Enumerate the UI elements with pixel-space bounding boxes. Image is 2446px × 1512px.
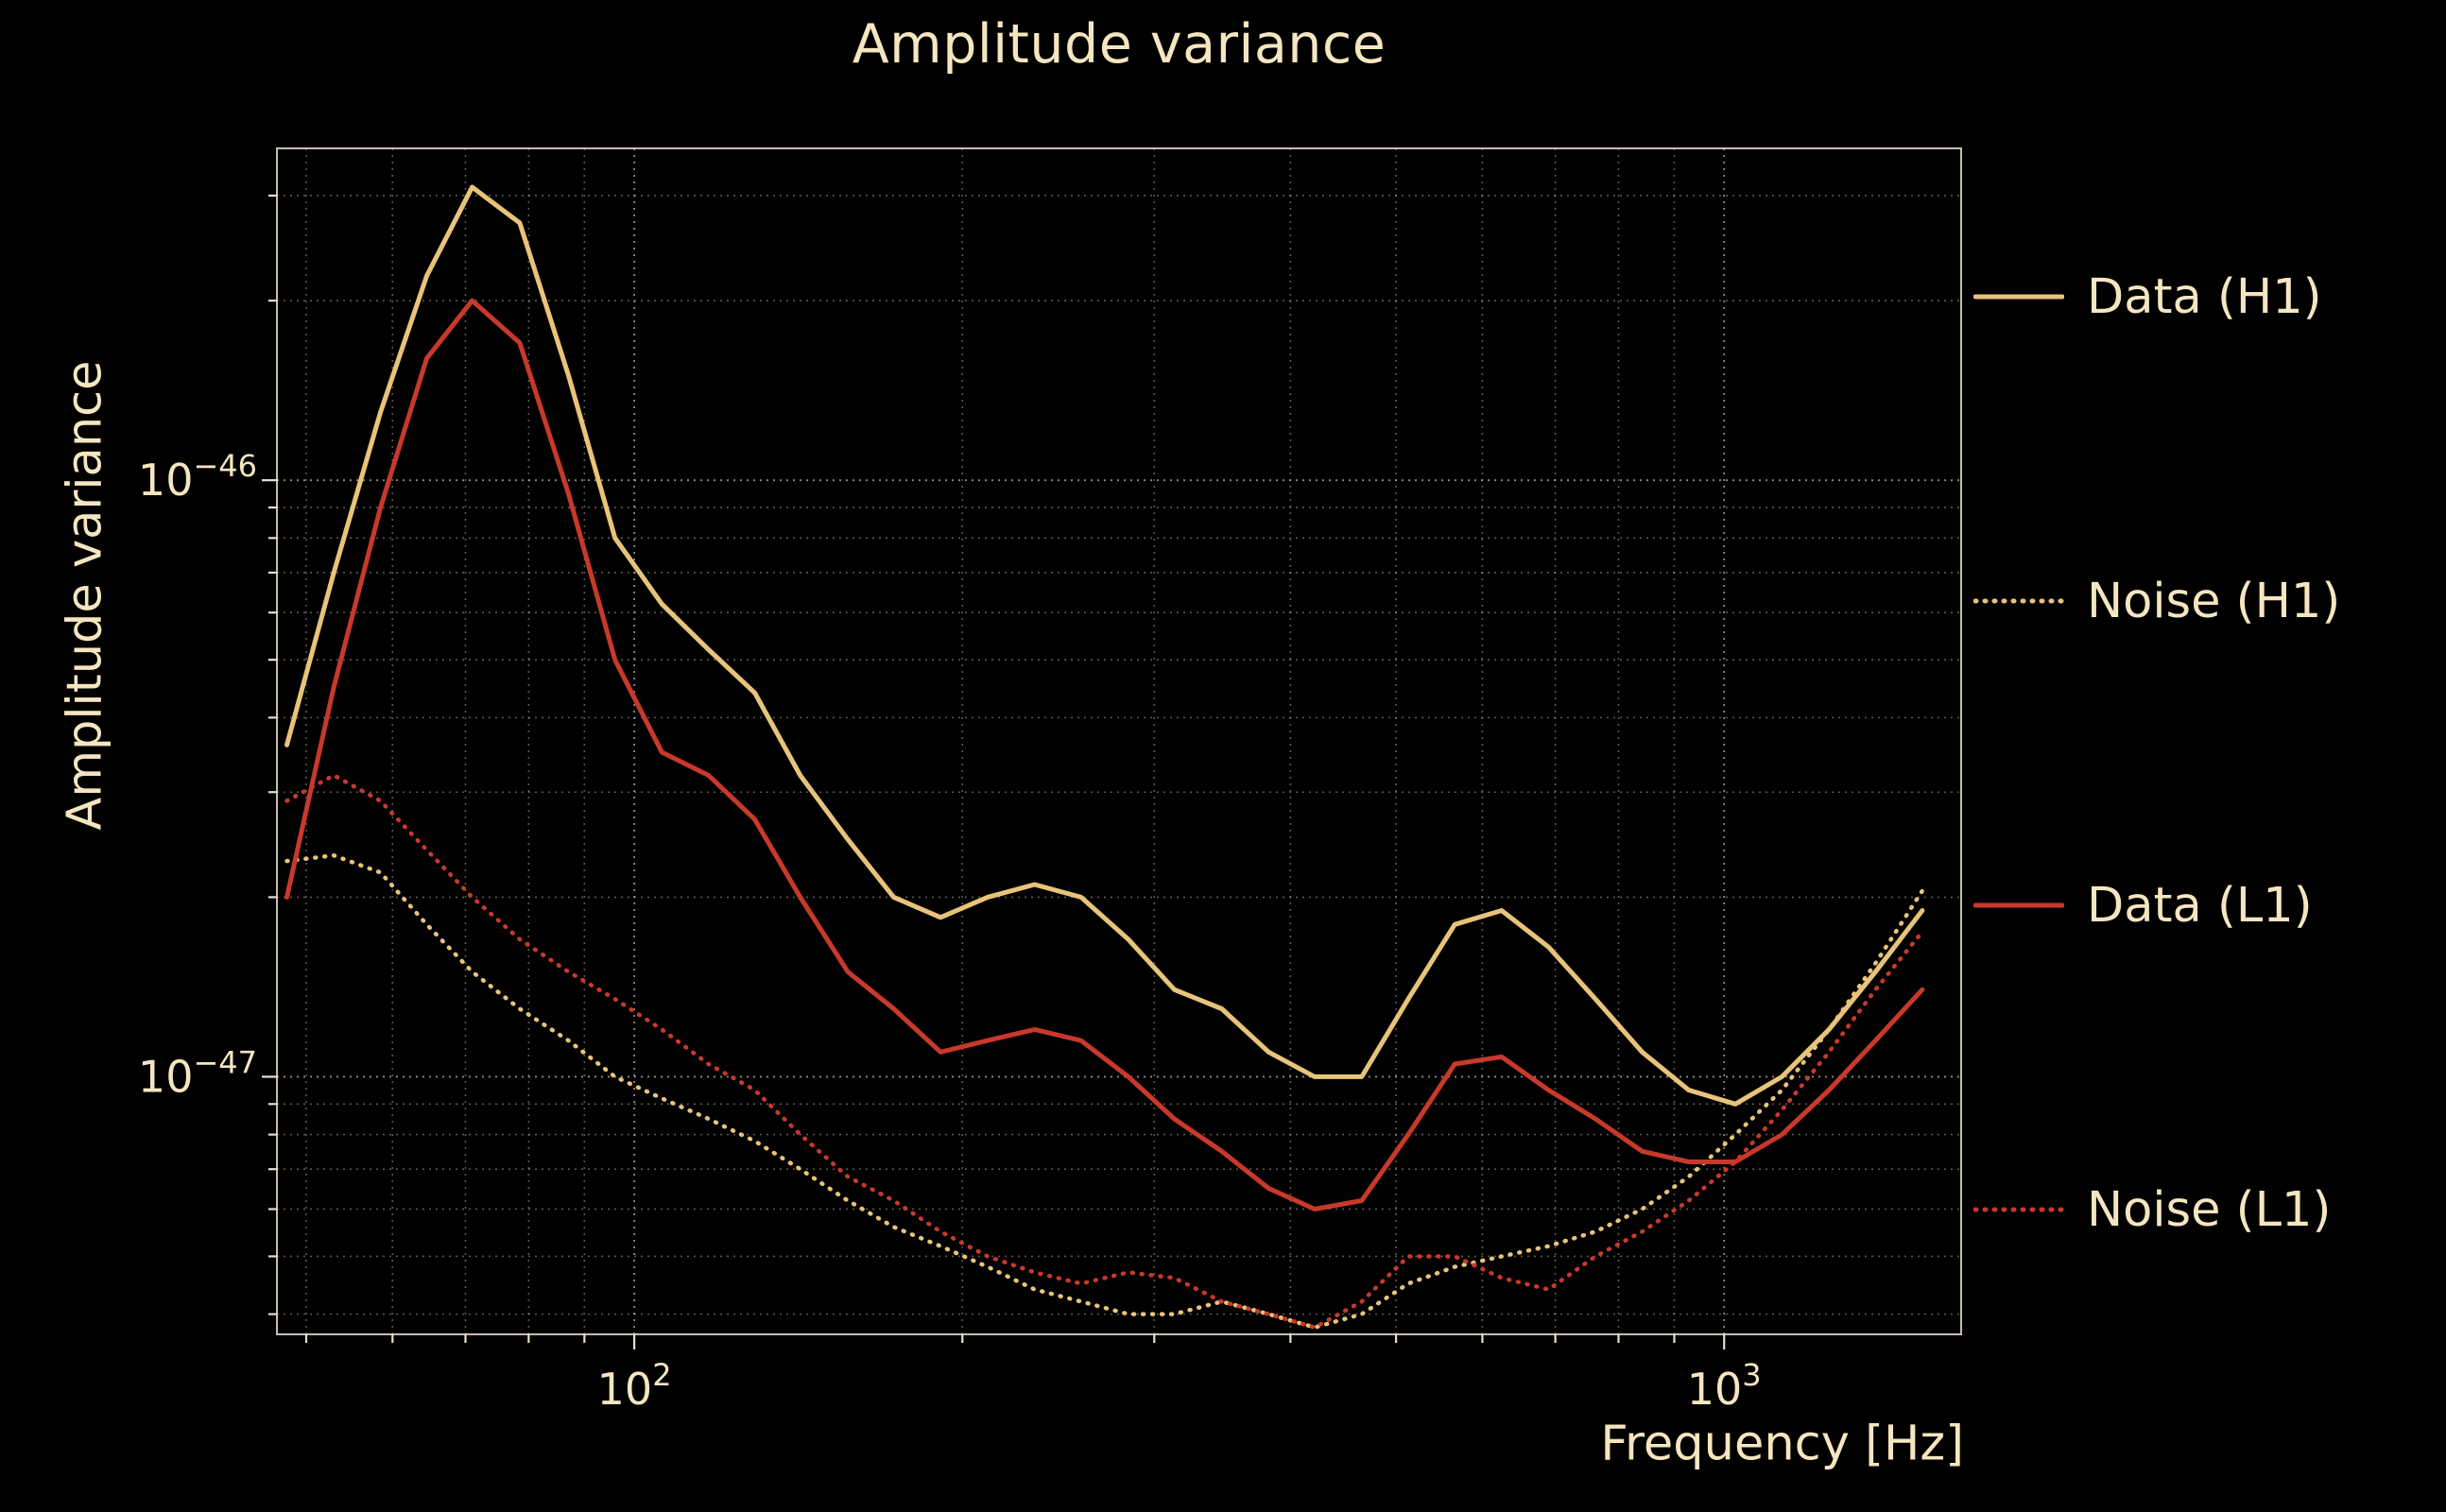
- series-line-noise-h1: [284, 852, 1925, 1330]
- axes-spines: [276, 147, 1962, 1335]
- y-tick-label: 10−47: [138, 1044, 257, 1102]
- legend-line-sample: [1973, 902, 2064, 908]
- x-tick-label: 102: [597, 1357, 672, 1415]
- legend-label: Data (L1): [2087, 877, 2313, 934]
- legend-item-noise-h1: Noise (H1): [1973, 571, 2340, 631]
- x-tick-label: 103: [1687, 1357, 1762, 1415]
- tick-marks: [262, 194, 1726, 1349]
- series-line-noise-l1: [284, 773, 1925, 1330]
- legend-item-data-h1: Data (H1): [1973, 266, 2322, 327]
- chart-title: Amplitude variance: [852, 13, 1387, 76]
- legend-item-noise-l1: Noise (L1): [1973, 1179, 2331, 1240]
- legend-line-sample: [1973, 598, 2064, 604]
- legend-line-sample: [1973, 294, 2064, 300]
- legend-item-data-l1: Data (L1): [1973, 875, 2313, 936]
- legend-line-sample: [1973, 1207, 2064, 1212]
- legend-label: Data (H1): [2087, 268, 2322, 325]
- series-line-data-h1: [284, 184, 1925, 1107]
- y-tick-label: 10−46: [138, 448, 257, 506]
- series-line-data-l1: [284, 298, 1925, 1211]
- series-lines: [284, 184, 1925, 1330]
- gridlines: [277, 148, 1961, 1334]
- x-axis-label: Frequency [Hz]: [1600, 1416, 1964, 1472]
- legend-label: Noise (L1): [2087, 1181, 2332, 1238]
- legend-label: Noise (H1): [2087, 573, 2341, 629]
